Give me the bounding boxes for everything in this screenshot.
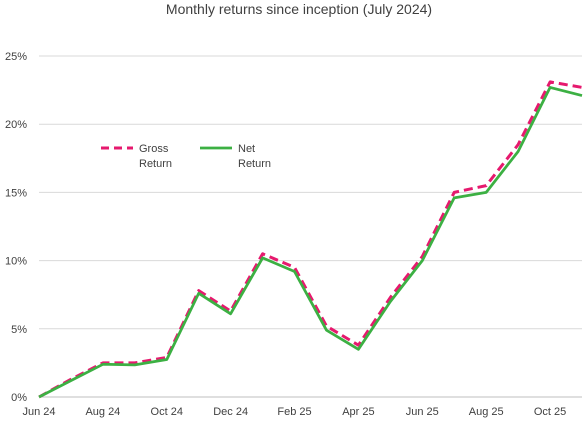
- y-tick-label: 20%: [5, 119, 27, 131]
- x-tick-label: Jun 24: [22, 406, 55, 418]
- series-line-net-return: [38, 86, 583, 399]
- legend-item-net-return: Net Return: [200, 143, 271, 170]
- data-point: [294, 271, 296, 273]
- data-point: [485, 185, 487, 187]
- x-tick-label: Feb 25: [277, 406, 311, 418]
- gridlines: [39, 55, 582, 330]
- legend-item-gross-return: Gross Return: [101, 143, 172, 170]
- data-point: [134, 364, 136, 366]
- data-point: [517, 150, 519, 152]
- series-lines: [38, 80, 583, 399]
- data-point: [389, 301, 391, 303]
- x-tick-label: Dec 24: [213, 406, 248, 418]
- data-point: [198, 292, 200, 294]
- x-tick-label: Aug 24: [85, 406, 120, 418]
- x-tick-label: Jun 25: [406, 406, 439, 418]
- y-tick-label: 10%: [5, 256, 27, 268]
- data-point: [581, 86, 583, 88]
- legend-label: Net Return: [238, 143, 271, 170]
- data-point: [166, 358, 168, 360]
- data-point: [230, 313, 232, 315]
- data-point: [517, 144, 519, 146]
- data-point: [325, 329, 327, 331]
- data-point: [198, 290, 200, 292]
- y-tick-label: 25%: [5, 51, 27, 63]
- y-tick-label: 0%: [11, 392, 27, 404]
- x-tick-label: Oct 24: [151, 406, 183, 418]
- chart-title: Monthly returns since inception (July 20…: [166, 1, 432, 17]
- x-tick-label: Apr 25: [342, 406, 374, 418]
- y-tick-label: 5%: [11, 324, 27, 336]
- y-tick-label: 15%: [5, 187, 27, 199]
- data-point: [485, 191, 487, 193]
- data-point: [549, 86, 551, 88]
- x-tick-label: Oct 25: [534, 406, 566, 418]
- data-point: [70, 380, 72, 382]
- data-point: [549, 81, 551, 83]
- data-point: [357, 348, 359, 350]
- data-point: [262, 253, 264, 255]
- data-point: [389, 296, 391, 298]
- legend-label: Gross Return: [139, 143, 172, 170]
- data-point: [581, 95, 583, 97]
- data-point: [262, 257, 264, 259]
- data-point: [102, 363, 104, 365]
- legend: Gross Return Net Return: [101, 143, 271, 170]
- data-point: [294, 266, 296, 268]
- axes: 0% 5% 10% 15% 20% 25% Jun 24 Aug 24 Oct 24 Dec 24…: [5, 51, 582, 418]
- series-line-gross-return: [38, 80, 583, 399]
- data-point: [453, 197, 455, 199]
- data-point: [453, 191, 455, 193]
- data-point: [38, 396, 40, 398]
- data-point: [421, 260, 423, 262]
- x-tick-label: Aug 25: [469, 406, 504, 418]
